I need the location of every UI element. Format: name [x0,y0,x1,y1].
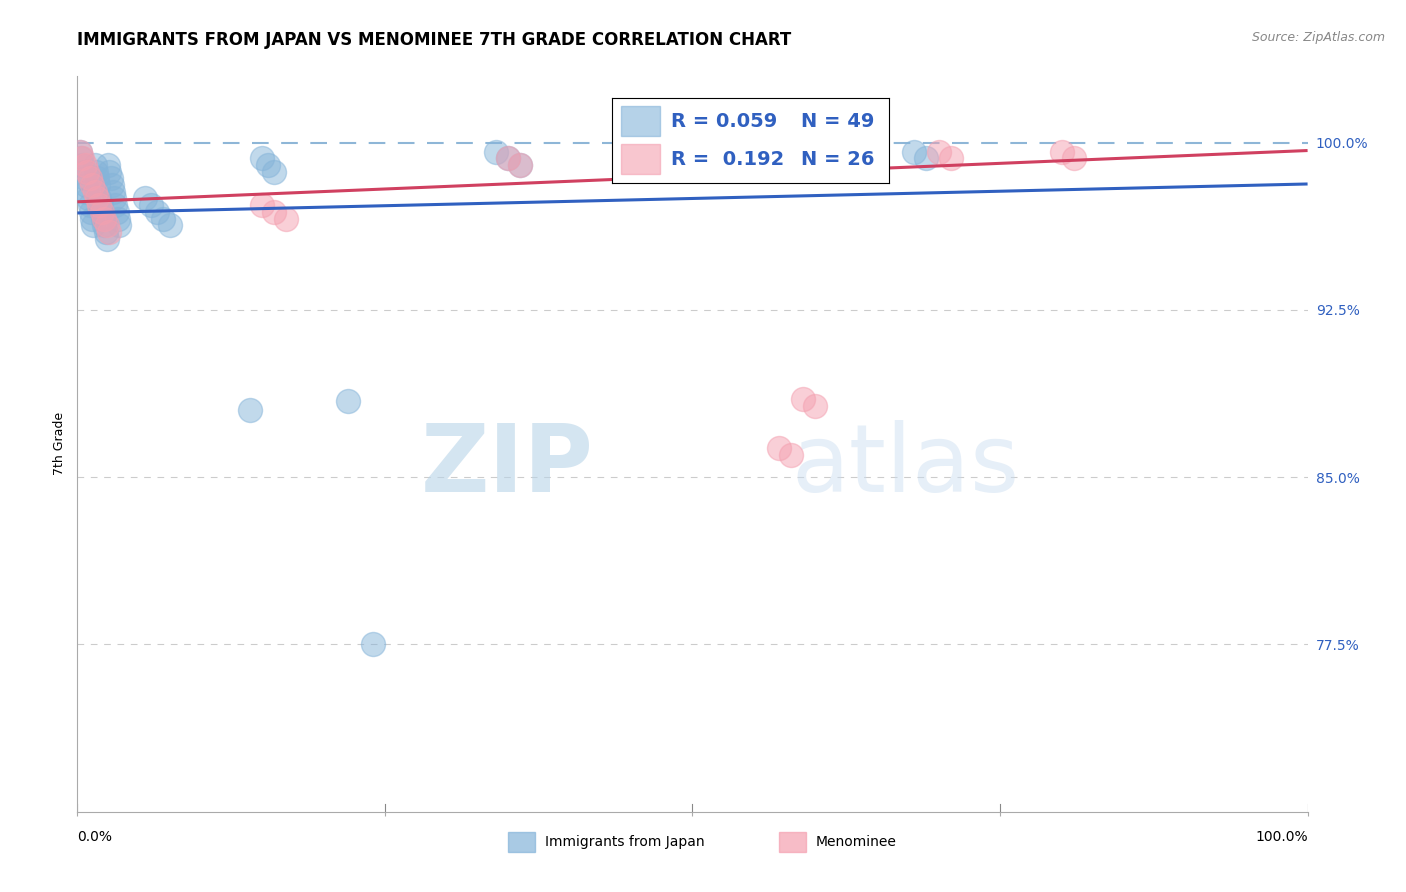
Point [84,164,107,178]
Point [94,225,117,239]
Point [496,151,519,165]
Point [77,191,100,205]
Point [72,164,94,178]
Point [804,399,827,413]
Point [152,211,174,226]
Point [98,164,121,178]
Point [250,198,273,212]
Point [90,198,112,212]
Point [509,158,531,172]
Point [792,392,814,406]
Point [100,171,122,186]
Point [80,204,103,219]
Point [70,151,93,165]
Point [928,145,950,159]
Point [915,151,938,165]
Point [82,178,104,192]
Point [89,191,111,205]
Point [103,191,125,205]
Point [96,219,118,233]
Text: 0.0%: 0.0% [77,830,112,844]
Text: IMMIGRANTS FROM JAPAN VS MENOMINEE 7TH GRADE CORRELATION CHART: IMMIGRANTS FROM JAPAN VS MENOMINEE 7TH G… [77,31,792,49]
Point [239,403,262,417]
Point [73,171,96,186]
Point [86,191,108,205]
Point [70,158,93,172]
Point [496,151,519,165]
Point [105,204,128,219]
Point [1063,151,1085,165]
Point [70,151,93,165]
Text: 100.0%: 100.0% [1256,830,1308,844]
Point [780,448,803,462]
Point [263,164,285,178]
Text: atlas: atlas [792,420,1019,512]
Point [96,231,118,245]
Point [97,158,120,172]
Point [82,219,104,233]
Point [82,211,104,226]
Point [903,145,925,159]
Y-axis label: 7th Grade: 7th Grade [53,412,66,475]
Point [263,204,285,219]
Point [337,394,360,409]
Point [159,219,181,233]
Point [509,158,531,172]
Point [134,191,156,205]
Point [91,211,114,226]
Point [1050,145,1073,159]
Point [69,145,91,159]
Text: Source: ZipAtlas.com: Source: ZipAtlas.com [1251,31,1385,45]
Point [87,178,110,192]
Point [73,158,96,172]
Point [93,219,115,233]
Point [257,158,280,172]
Point [146,204,169,219]
Point [101,185,124,199]
Text: ZIP: ZIP [422,420,595,512]
Point [76,185,98,199]
Point [250,151,273,165]
FancyBboxPatch shape [508,831,536,852]
Point [89,198,111,212]
Point [107,211,129,226]
Point [90,204,114,219]
Point [83,185,105,199]
Point [141,198,163,212]
FancyBboxPatch shape [779,831,806,852]
Point [79,198,101,212]
Point [98,225,121,239]
Point [69,145,91,159]
Point [90,204,114,219]
Point [485,145,508,159]
Point [108,219,131,233]
Point [101,178,124,192]
Point [93,211,115,226]
Point [79,171,101,186]
Point [276,211,298,226]
Point [76,164,98,178]
Point [75,178,97,192]
Point [361,637,384,651]
Point [86,171,108,186]
Point [768,441,790,455]
Point [939,151,962,165]
Text: Menominee: Menominee [815,835,897,849]
Text: Immigrants from Japan: Immigrants from Japan [546,835,704,849]
Point [104,198,127,212]
Point [83,158,105,172]
